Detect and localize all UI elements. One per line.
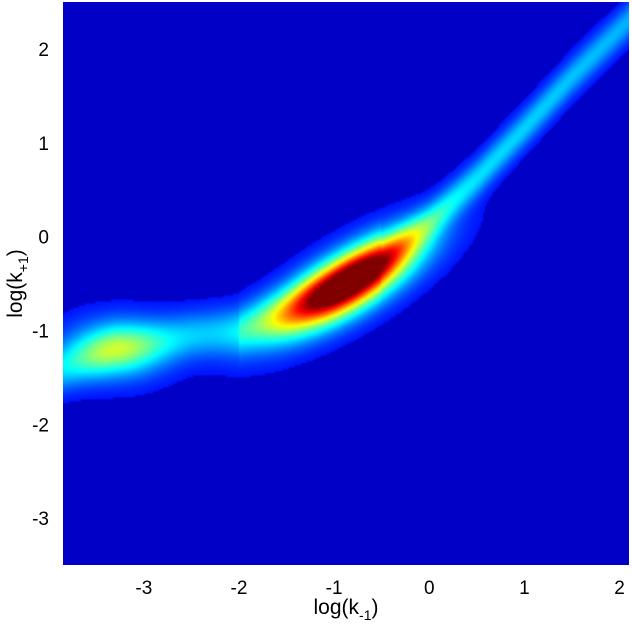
y-axis-label: log(k+1) — [4, 249, 31, 318]
x-tick-label: -1 — [326, 578, 343, 599]
x-tick-label: -3 — [135, 578, 152, 599]
x-axis-label: log(k-1) — [314, 596, 379, 623]
y-tick-label: 0 — [38, 228, 49, 249]
y-tick-label: -1 — [32, 321, 49, 342]
y-tick-label: 1 — [38, 134, 49, 155]
x-tick-label: 1 — [519, 578, 530, 599]
y-tick-label: 2 — [38, 40, 49, 61]
x-tick-label: 0 — [424, 578, 435, 599]
y-axis: -3 -2 -1 0 1 2 — [32, 40, 49, 530]
x-axis: -3 -2 -1 0 1 2 — [135, 578, 624, 599]
x-axis-label-subscript: -1 — [359, 607, 372, 623]
y-tick-label: -3 — [32, 509, 49, 530]
y-axis-label-subscript: +1 — [15, 256, 31, 272]
heatmap-image — [63, 2, 629, 565]
y-tick-label: -2 — [32, 415, 49, 436]
x-tick-label: 2 — [614, 578, 625, 599]
x-tick-label: -2 — [231, 578, 248, 599]
